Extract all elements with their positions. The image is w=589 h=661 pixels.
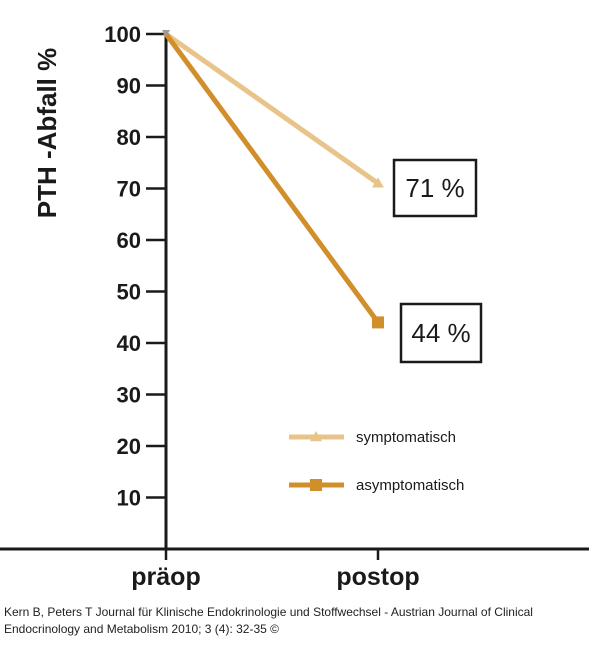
series-asymptomatisch [163, 31, 384, 329]
annotation-frame [399, 302, 483, 364]
y-tick-label: 50 [117, 280, 141, 305]
legend: symptomatisch asymptomatisch [289, 429, 464, 494]
axes: 10 20 30 40 50 60 70 80 90 100 präop postop PTH -Abf… [0, 22, 589, 591]
annotation-label: 71 % [405, 173, 464, 203]
y-tick-label: 70 [117, 177, 141, 202]
y-tick-label: 20 [117, 434, 141, 459]
legend-item: asymptomatisch [289, 477, 464, 494]
series-symptomatisch [163, 31, 384, 188]
legend-label: asymptomatisch [356, 477, 464, 494]
annotation-box: 44 % [399, 302, 483, 364]
annotation-frame [392, 158, 478, 218]
y-tick-label: 40 [117, 331, 141, 356]
legend-label: symptomatisch [356, 429, 456, 446]
series-lines [162, 30, 384, 329]
legend-item: symptomatisch [289, 429, 456, 446]
marker-square [310, 479, 322, 491]
y-axis-label: PTH -Abfall % [32, 48, 62, 218]
marker-square [372, 316, 384, 329]
y-tick-label: 100 [104, 22, 141, 47]
y-tick-label: 10 [117, 486, 141, 511]
marker-triangle [372, 177, 384, 188]
annotation-box: 71 % [392, 158, 478, 218]
series-line [163, 31, 381, 186]
marker-triangle [310, 431, 322, 442]
x-tick-label: postop [336, 563, 419, 591]
annotation-label: 44 % [411, 318, 470, 348]
series-line [163, 31, 381, 325]
x-tick-label: präop [131, 563, 200, 591]
start-point-marker [162, 30, 170, 37]
line-chart: 10 20 30 40 50 60 70 80 90 100 präop postop PTH -Abf… [0, 22, 589, 591]
citation: Kern B, Peters T Journal für Klinische E… [4, 605, 533, 636]
y-tick-label: 60 [117, 228, 141, 253]
annotations: 71 % 44 % [392, 158, 483, 364]
y-tick-label: 90 [117, 74, 141, 99]
y-tick-label: 80 [117, 125, 141, 150]
y-tick-label: 30 [117, 383, 141, 408]
